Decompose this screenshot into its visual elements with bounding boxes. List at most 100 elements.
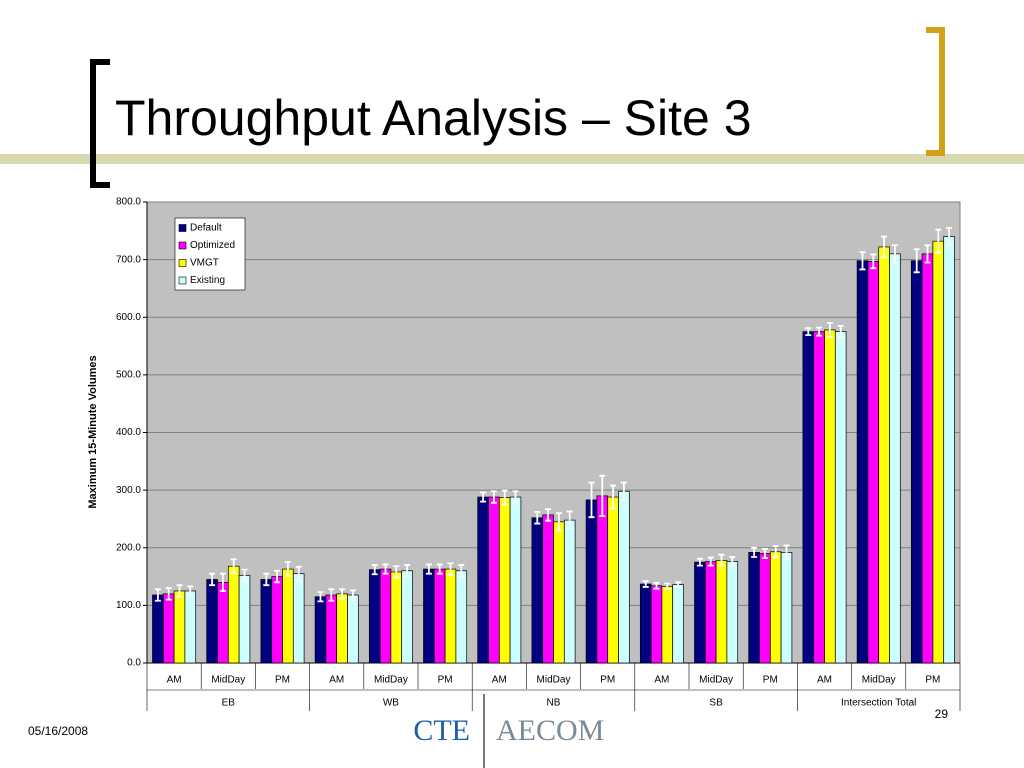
bar (292, 573, 305, 664)
page-number: 29 (935, 707, 949, 721)
error-bar (295, 565, 302, 582)
bar (585, 499, 598, 664)
legend-label: VMGT (190, 258, 219, 269)
y-tick-label: 800.0 (116, 197, 141, 208)
error-bar (480, 491, 487, 503)
y-tick-label: 0.0 (127, 658, 141, 669)
bar (184, 590, 197, 664)
x-tick-label: AM (492, 675, 507, 686)
bar (542, 514, 554, 664)
error-bar (490, 490, 497, 504)
error-bar (458, 564, 465, 578)
bar (553, 521, 565, 664)
error-bar (154, 588, 161, 602)
error-bar (946, 227, 953, 247)
error-bar (230, 558, 237, 575)
error-bar (859, 251, 866, 271)
error-bar (642, 580, 649, 588)
logo: AECOM (496, 714, 604, 747)
bar (314, 596, 327, 664)
error-bar (761, 548, 768, 560)
bar (867, 261, 880, 664)
bar (162, 593, 175, 664)
error-bar (328, 588, 335, 602)
y-tick-label: 500.0 (116, 370, 141, 381)
bar (596, 495, 609, 664)
bar (824, 329, 836, 664)
bar (943, 236, 955, 664)
x-tick-label: PM (925, 675, 940, 686)
error-bar (913, 248, 920, 274)
error-bar (317, 591, 324, 603)
error-bar (555, 512, 562, 532)
error-bar (274, 569, 281, 584)
bar (726, 561, 739, 664)
bar (390, 571, 403, 664)
x-tick-label: MidDay (211, 675, 245, 686)
group-label: NB (547, 698, 561, 709)
bar (152, 594, 164, 664)
legend-swatch (178, 224, 187, 232)
x-tick-label: MidDay (374, 675, 408, 686)
bar (423, 568, 435, 664)
error-bar (371, 564, 378, 576)
legend-swatch (178, 241, 187, 250)
y-tick-label: 700.0 (116, 254, 141, 265)
bar (173, 590, 186, 664)
error-bar (436, 563, 443, 575)
error-bar (816, 326, 823, 337)
bar (477, 496, 489, 664)
bar (488, 496, 500, 664)
bar (694, 561, 706, 664)
bar (704, 561, 717, 664)
y-axis-label: Maximum 15-Minute Volumes (87, 355, 99, 508)
bar (650, 585, 663, 664)
title-band (0, 154, 1024, 164)
bar (715, 560, 728, 664)
error-bar (545, 508, 552, 522)
bar (672, 584, 684, 664)
slide-title: Throughput Analysis – Site 3 (115, 90, 752, 146)
bar (878, 246, 890, 664)
bar (780, 552, 793, 664)
logo: CTE (413, 714, 470, 747)
group-label: EB (222, 698, 236, 709)
bar (368, 569, 381, 664)
bar (639, 583, 652, 664)
error-bar (187, 585, 194, 597)
error-bar (837, 324, 844, 339)
x-tick-label: AM (817, 675, 832, 686)
error-bar (241, 568, 248, 583)
error-bar (284, 561, 291, 577)
bar (444, 568, 457, 664)
x-tick-label: PM (438, 675, 453, 686)
legend-label: Default (190, 223, 222, 234)
error-bar (588, 481, 595, 519)
bar (379, 568, 392, 664)
error-bar (219, 572, 226, 592)
error-bar (664, 582, 671, 591)
x-tick-label: PM (275, 675, 290, 686)
bar (618, 490, 630, 664)
bar (217, 581, 229, 664)
bar (260, 579, 273, 664)
error-bar (447, 562, 454, 576)
error-bar (263, 572, 270, 587)
error-bar (512, 490, 519, 504)
bar (206, 579, 218, 664)
y-tick-label: 600.0 (116, 312, 141, 323)
bar (802, 331, 815, 664)
error-bar (425, 563, 432, 575)
error-bar (382, 563, 389, 575)
y-tick-label: 400.0 (116, 427, 141, 438)
legend (174, 217, 246, 291)
bar (498, 497, 511, 664)
error-bar (935, 228, 942, 254)
group-label: SB (709, 698, 723, 709)
bar (282, 568, 294, 664)
legend-swatch (178, 276, 187, 285)
error-bar (209, 572, 216, 587)
error-bar (349, 589, 356, 601)
date: 05/16/2008 (28, 724, 88, 738)
